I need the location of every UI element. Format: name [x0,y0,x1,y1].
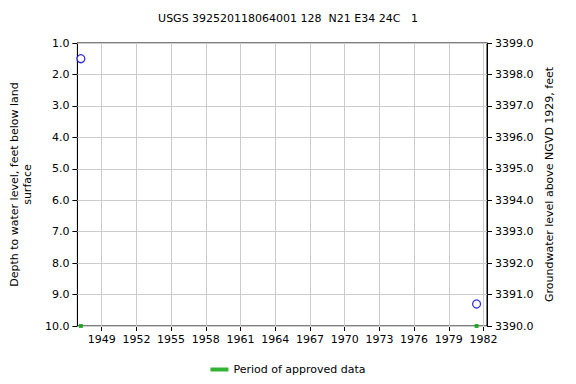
svg-text:surface: surface [21,164,34,205]
svg-text:8.0: 8.0 [52,257,70,270]
svg-text:1949: 1949 [88,333,116,346]
svg-text:3394.0: 3394.0 [495,194,534,207]
svg-text:3397.0: 3397.0 [495,99,534,112]
svg-text:3.0: 3.0 [52,99,70,112]
svg-text:Period of approved data: Period of approved data [233,363,365,376]
svg-text:2.0: 2.0 [52,68,70,81]
svg-text:1982: 1982 [470,333,498,346]
svg-text:7.0: 7.0 [52,225,70,238]
svg-text:5.0: 5.0 [52,162,70,175]
svg-text:Depth to water level, feet bel: Depth to water level, feet below land [8,82,21,287]
svg-text:1970: 1970 [331,333,359,346]
svg-text:6.0: 6.0 [52,194,70,207]
svg-text:1952: 1952 [122,333,150,346]
svg-text:3395.0: 3395.0 [495,162,534,175]
svg-text:1973: 1973 [365,333,393,346]
svg-text:Groundwater level above NGVD 1: Groundwater level above NGVD 1929, feet [543,66,556,302]
svg-text:USGS 392520118064001 128 N21: USGS 392520118064001 128 N21 E34 24C 1 [158,12,418,25]
svg-text:3393.0: 3393.0 [495,225,534,238]
svg-text:3390.0: 3390.0 [495,320,534,333]
svg-text:4.0: 4.0 [52,131,70,144]
svg-text:3392.0: 3392.0 [495,257,534,270]
svg-text:1964: 1964 [261,333,289,346]
svg-text:1955: 1955 [157,333,185,346]
svg-text:1976: 1976 [400,333,428,346]
svg-text:1961: 1961 [227,333,255,346]
svg-text:3391.0: 3391.0 [495,288,534,301]
svg-text:3398.0: 3398.0 [495,68,534,81]
svg-text:1.0: 1.0 [52,37,70,50]
svg-text:1979: 1979 [435,333,463,346]
svg-text:10.0: 10.0 [45,320,70,333]
svg-text:1958: 1958 [192,333,220,346]
svg-text:3396.0: 3396.0 [495,131,534,144]
svg-text:1967: 1967 [296,333,324,346]
svg-text:3399.0: 3399.0 [495,37,534,50]
svg-text:9.0: 9.0 [52,288,70,301]
